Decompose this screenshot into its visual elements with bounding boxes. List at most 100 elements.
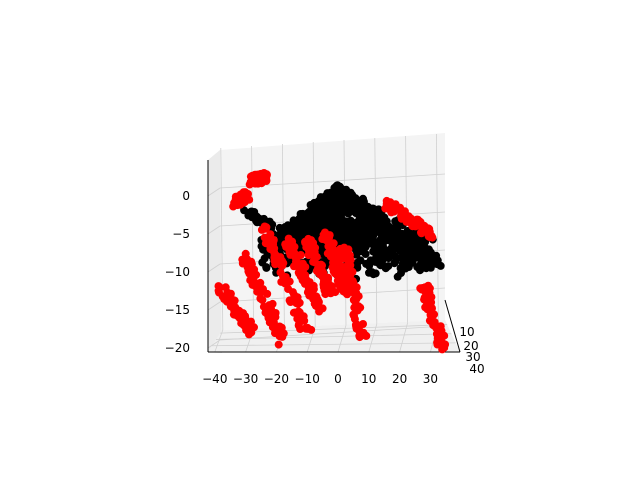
grid-line-left-z [207, 301, 221, 311]
black-point [330, 198, 339, 207]
red-point [305, 278, 314, 287]
black-point [433, 260, 442, 269]
grid-line-z [219, 325, 446, 341]
x-tick-label: −40 [202, 372, 227, 386]
black-point [359, 218, 368, 227]
red-point [352, 322, 361, 331]
black-point [371, 269, 380, 278]
red-point [320, 286, 329, 295]
grid-line-floor-y [215, 333, 452, 340]
z-tick-label: −5 [172, 227, 190, 241]
red-point [257, 287, 266, 296]
grid-line-floor-y [219, 324, 448, 334]
black-point [362, 259, 371, 268]
red-point [261, 305, 270, 314]
black-point [353, 227, 362, 236]
red-point [328, 254, 337, 263]
red-point [440, 343, 449, 352]
scatter-points [214, 169, 450, 354]
red-point [421, 303, 430, 312]
y-tick-label: 30 [465, 350, 480, 364]
y-tick-label: 20 [463, 339, 478, 353]
black-point [370, 243, 379, 251]
red-point [311, 301, 320, 310]
red-point [331, 288, 340, 297]
black-point [384, 254, 393, 263]
red-point [323, 275, 332, 284]
red-point [413, 215, 422, 224]
red-point [270, 244, 279, 253]
black-point [368, 221, 377, 230]
black-point [381, 264, 390, 273]
black-point [321, 202, 330, 211]
red-point [362, 331, 371, 340]
red-point [284, 285, 293, 293]
grid-line-floor-x [368, 323, 378, 353]
red-point [336, 244, 345, 253]
red-point [419, 225, 428, 234]
black-point [393, 234, 402, 243]
black-point [377, 225, 386, 234]
red-point [316, 261, 325, 270]
black-point [321, 213, 330, 222]
red-point [276, 268, 285, 277]
red-point [309, 285, 318, 294]
red-point [285, 247, 294, 255]
x-tick-label: −30 [233, 372, 258, 386]
x-tick-label: 20 [392, 372, 407, 386]
x-tick-label: 10 [361, 372, 376, 386]
black-point [338, 185, 347, 194]
red-point [325, 233, 334, 242]
black-point [353, 248, 362, 257]
red-point [285, 277, 294, 286]
red-point [249, 277, 258, 286]
grid-line-floor-x [337, 325, 347, 353]
red-point [274, 340, 283, 349]
red-point [346, 261, 355, 270]
red-point [421, 286, 430, 294]
black-point [308, 204, 317, 213]
red-point [214, 282, 223, 291]
black-point [406, 238, 415, 247]
red-point [230, 308, 239, 316]
grid-line-floor-x [399, 322, 408, 353]
black-point [365, 208, 374, 217]
red-point [215, 288, 223, 297]
grid-line-x [436, 133, 439, 322]
red-point [440, 331, 449, 340]
black-point [321, 193, 330, 202]
black-point [393, 272, 402, 281]
black-point [391, 257, 400, 266]
red-point [426, 303, 435, 312]
black-point [262, 263, 271, 272]
x-tick-label: −10 [295, 372, 320, 386]
black-point [352, 204, 360, 213]
red-point [221, 283, 230, 292]
black-point [344, 209, 353, 218]
red-point [279, 259, 288, 268]
black-point [330, 188, 339, 197]
red-point [243, 255, 252, 264]
z-tick-label: −15 [165, 303, 190, 317]
red-point [349, 278, 358, 287]
red-point [351, 297, 360, 306]
black-point [387, 244, 396, 253]
x-tick-label: 30 [423, 372, 438, 386]
red-point [386, 198, 395, 207]
black-point [368, 235, 377, 244]
black-point [361, 243, 370, 251]
left-pane [208, 150, 222, 353]
grid-line-left-z [207, 339, 221, 349]
black-point [310, 223, 319, 232]
red-point [288, 296, 297, 305]
red-point [293, 314, 302, 323]
black-point [419, 251, 428, 260]
red-point [248, 176, 257, 185]
grid-line-left-z [207, 187, 221, 197]
red-point [265, 318, 274, 327]
black-point [337, 214, 346, 223]
red-point [242, 319, 251, 328]
red-point [256, 278, 265, 287]
